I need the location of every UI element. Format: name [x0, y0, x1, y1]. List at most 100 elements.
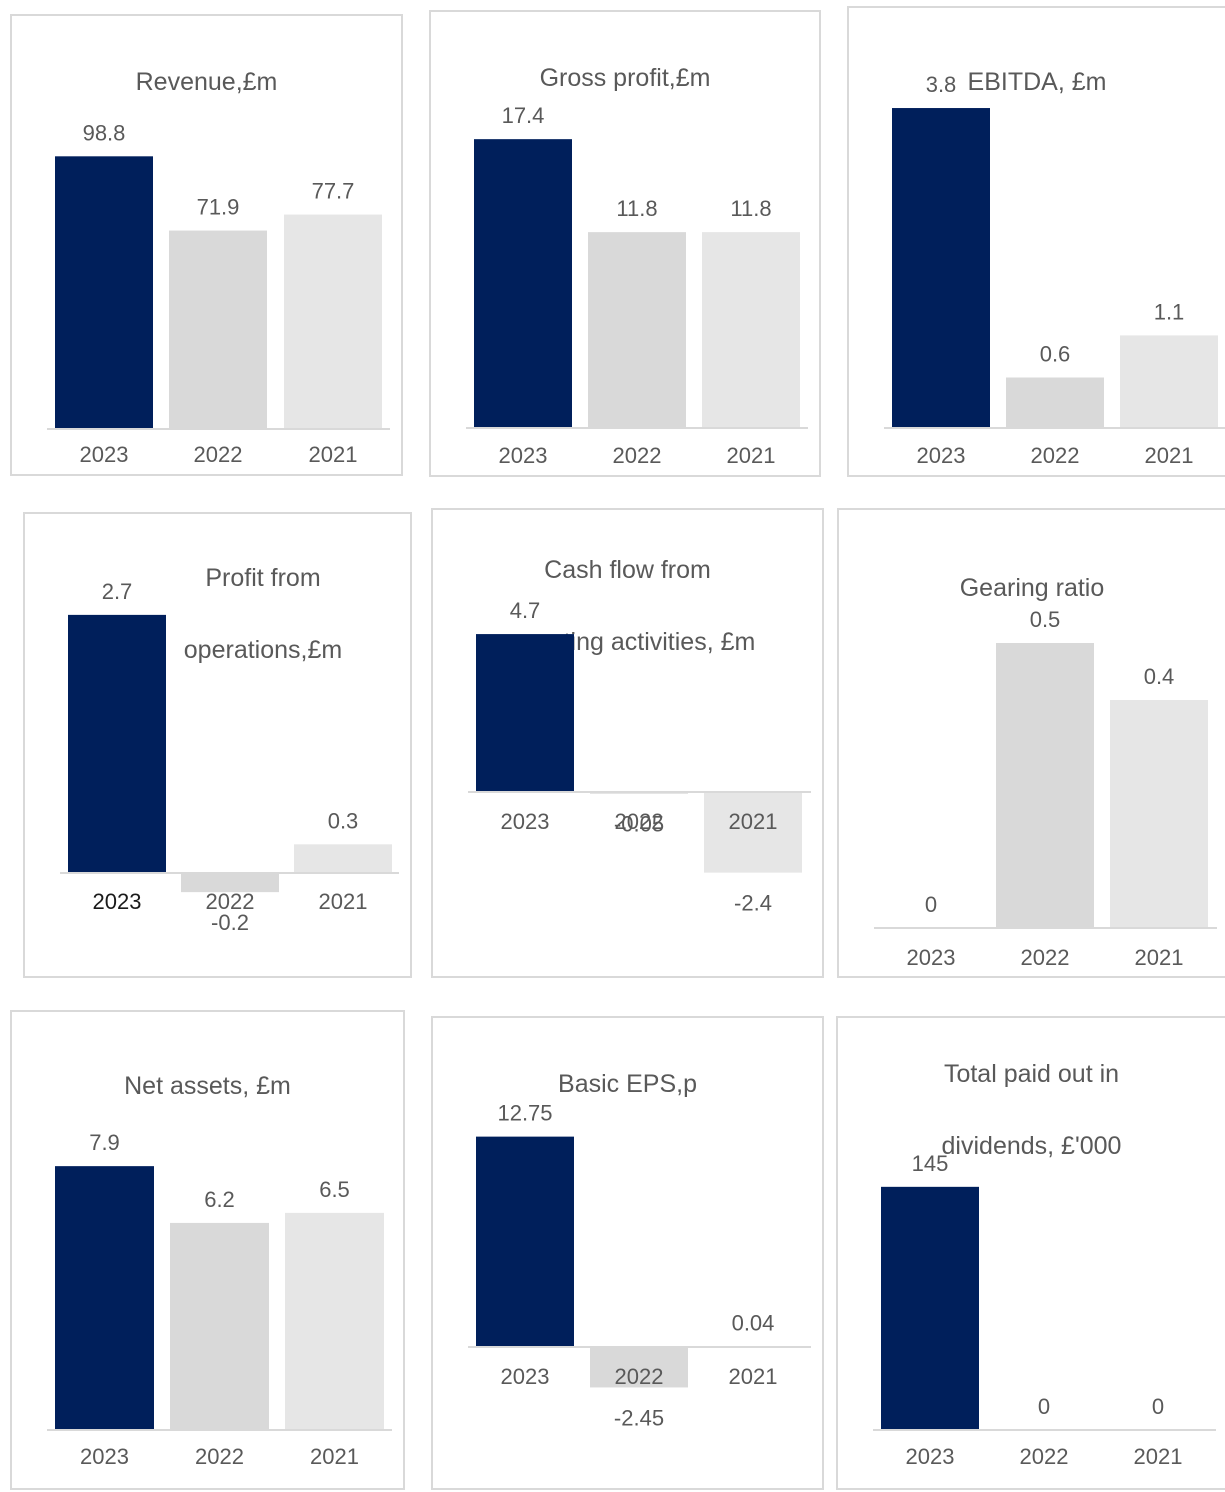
tick-label: 2023: [501, 809, 550, 834]
tick-label: 2021: [727, 443, 776, 468]
bar-2023: [476, 1136, 574, 1347]
data-label: 6.2: [204, 1187, 235, 1212]
bar-2021: [704, 792, 802, 873]
tick-label: 2021: [1135, 945, 1184, 970]
chart-svg: 2023 2022 2021 3.8 0.6 1.1: [884, 72, 1225, 468]
tick-label: 2022: [1021, 945, 1070, 970]
tick-label: 2022: [613, 443, 662, 468]
chart-title: Cash flow from operating activities, £m: [499, 556, 756, 656]
bar-2023: [474, 139, 572, 428]
data-label: 0.4: [1144, 664, 1175, 689]
chart-title: Basic EPS,p: [558, 1070, 697, 1098]
chart-svg: 2023 2022 2021 12.75 -2.45 0.04: [468, 1101, 811, 1430]
bar-2022: [169, 230, 267, 429]
chart-svg: 2023 2022 2021 145 0 0: [873, 1151, 1216, 1469]
chart-svg: 2023 2022 2021 98.8 71.9 77.7: [47, 120, 390, 467]
tick-label: 2022: [195, 1444, 244, 1469]
tick-label: 2022: [1020, 1444, 1069, 1469]
data-label: 98.8: [83, 120, 126, 145]
tick-label: 2023: [501, 1364, 550, 1389]
tick-label: 2021: [319, 889, 368, 914]
chart-title: Total paid out in dividends, £'000: [941, 1060, 1122, 1160]
bar-2022: [170, 1222, 269, 1430]
tick-label: 2023: [907, 945, 956, 970]
tick-label: 2021: [1134, 1444, 1183, 1469]
data-label: 11.8: [730, 196, 771, 221]
data-label: 77.7: [312, 179, 355, 204]
bar-2023: [55, 1166, 154, 1430]
chart-svg: 2023 2022 2021 2.7 -0.2 0.3: [60, 579, 399, 935]
bar-2022: [588, 232, 686, 428]
tick-label: 2022: [615, 1364, 664, 1389]
bar-2023: [55, 156, 153, 429]
data-label: 7.9: [89, 1130, 120, 1155]
tick-label: 2022: [615, 809, 664, 834]
data-label: 0.5: [1030, 607, 1061, 632]
data-label: 0: [1152, 1394, 1164, 1419]
chart-svg: 2023 2022 2021 0 0.5 0.4: [874, 607, 1217, 970]
tick-label: 2021: [1145, 443, 1194, 468]
tick-label: 2023: [80, 442, 129, 467]
tick-label: 2023: [906, 1444, 955, 1469]
data-label: 1.1: [1154, 299, 1185, 324]
data-label: 2.7: [102, 579, 133, 604]
tick-label: 2022: [1031, 443, 1080, 468]
chart-svg: 2023 2022 2021 7.9 6.2 6.5: [47, 1130, 392, 1469]
chart-title: Revenue,£m: [135, 68, 278, 96]
chart-panel-cash-flow: Cash flow from operating activities, £m …: [431, 508, 824, 978]
tick-label: 2022: [194, 442, 243, 467]
data-label: 0.6: [1040, 341, 1071, 366]
data-label: 71.9: [197, 195, 240, 220]
bar-2022: [1006, 377, 1104, 428]
data-label: 12.75: [497, 1101, 552, 1126]
data-label: 0: [1038, 1394, 1050, 1419]
data-label: -0.05: [614, 812, 664, 837]
bar-2021: [1120, 335, 1218, 428]
data-label: 0: [925, 892, 937, 917]
bar-2021: [285, 1212, 384, 1430]
chart-panel-dividends: Total paid out in dividends, £'000 2023 2…: [836, 1016, 1225, 1490]
chart-title: Profit from operations,£m: [183, 564, 343, 664]
data-label: -2.4: [734, 891, 772, 916]
bar-2023: [881, 1186, 979, 1430]
chart-panel-basic-eps: Basic EPS,p 2023 2022 2021 12.75 -2.45 0.04: [431, 1016, 824, 1490]
data-label: 17.4: [502, 103, 545, 128]
data-label: -0.2: [211, 910, 249, 935]
bar-2023: [892, 108, 990, 428]
data-label: -2.45: [614, 1405, 664, 1430]
tick-label: 2023: [80, 1444, 129, 1469]
data-label: 0.3: [328, 808, 359, 833]
bar-2021: [1110, 700, 1208, 928]
tick-label: 2021: [729, 1364, 778, 1389]
chart-panel-gearing-ratio: Gearing ratio 2023 2022 2021 0 0.5 0.4: [837, 508, 1225, 978]
bar-2022: [181, 873, 279, 893]
data-label: 3.8: [926, 72, 957, 97]
chart-svg: 2023 2022 2021 17.4 11.8 11.8: [466, 103, 808, 468]
tick-label: 2021: [729, 809, 778, 834]
chart-panel-ebitda: EBITDA, £m 2023 2022 2021 3.8 0.6 1.1: [847, 6, 1225, 477]
bar-2023: [68, 614, 166, 873]
bar-2022: [590, 1347, 688, 1388]
bar-2021: [284, 214, 382, 429]
bar-2021: [294, 844, 392, 873]
chart-panel-net-assets: Net assets, £m 2023 2022 2021 7.9 6.2 6.5: [10, 1010, 405, 1490]
tick-label: 2022: [206, 889, 255, 914]
data-label: 11.8: [616, 196, 657, 221]
chart-title: EBITDA, £m: [967, 68, 1107, 96]
chart-panel-revenue: Revenue,£m 2023 2022 2021 98.8 71.9 77.7: [10, 14, 403, 476]
data-label: 145: [912, 1151, 949, 1176]
chart-title: Net assets, £m: [124, 1072, 291, 1100]
bar-2021: [702, 232, 800, 428]
tick-label: 2021: [309, 442, 358, 467]
chart-panel-profit-from-operations: Profit from operations,£m 2023 2022 2021 2.…: [23, 512, 412, 978]
chart-title: Gearing ratio: [959, 574, 1105, 602]
bar-2023: [476, 634, 574, 792]
tick-label: 2023: [499, 443, 548, 468]
data-label: 0.04: [732, 1310, 775, 1335]
data-label: 4.7: [510, 598, 541, 623]
tick-label: 2023: [93, 889, 142, 914]
data-label: 6.5: [319, 1177, 350, 1202]
tick-label: 2023: [917, 443, 966, 468]
bar-2022: [996, 643, 1094, 928]
chart-panel-gross-profit: Gross profit,£m 2023 2022 2021 17.4 11.8 11.8: [429, 10, 821, 477]
